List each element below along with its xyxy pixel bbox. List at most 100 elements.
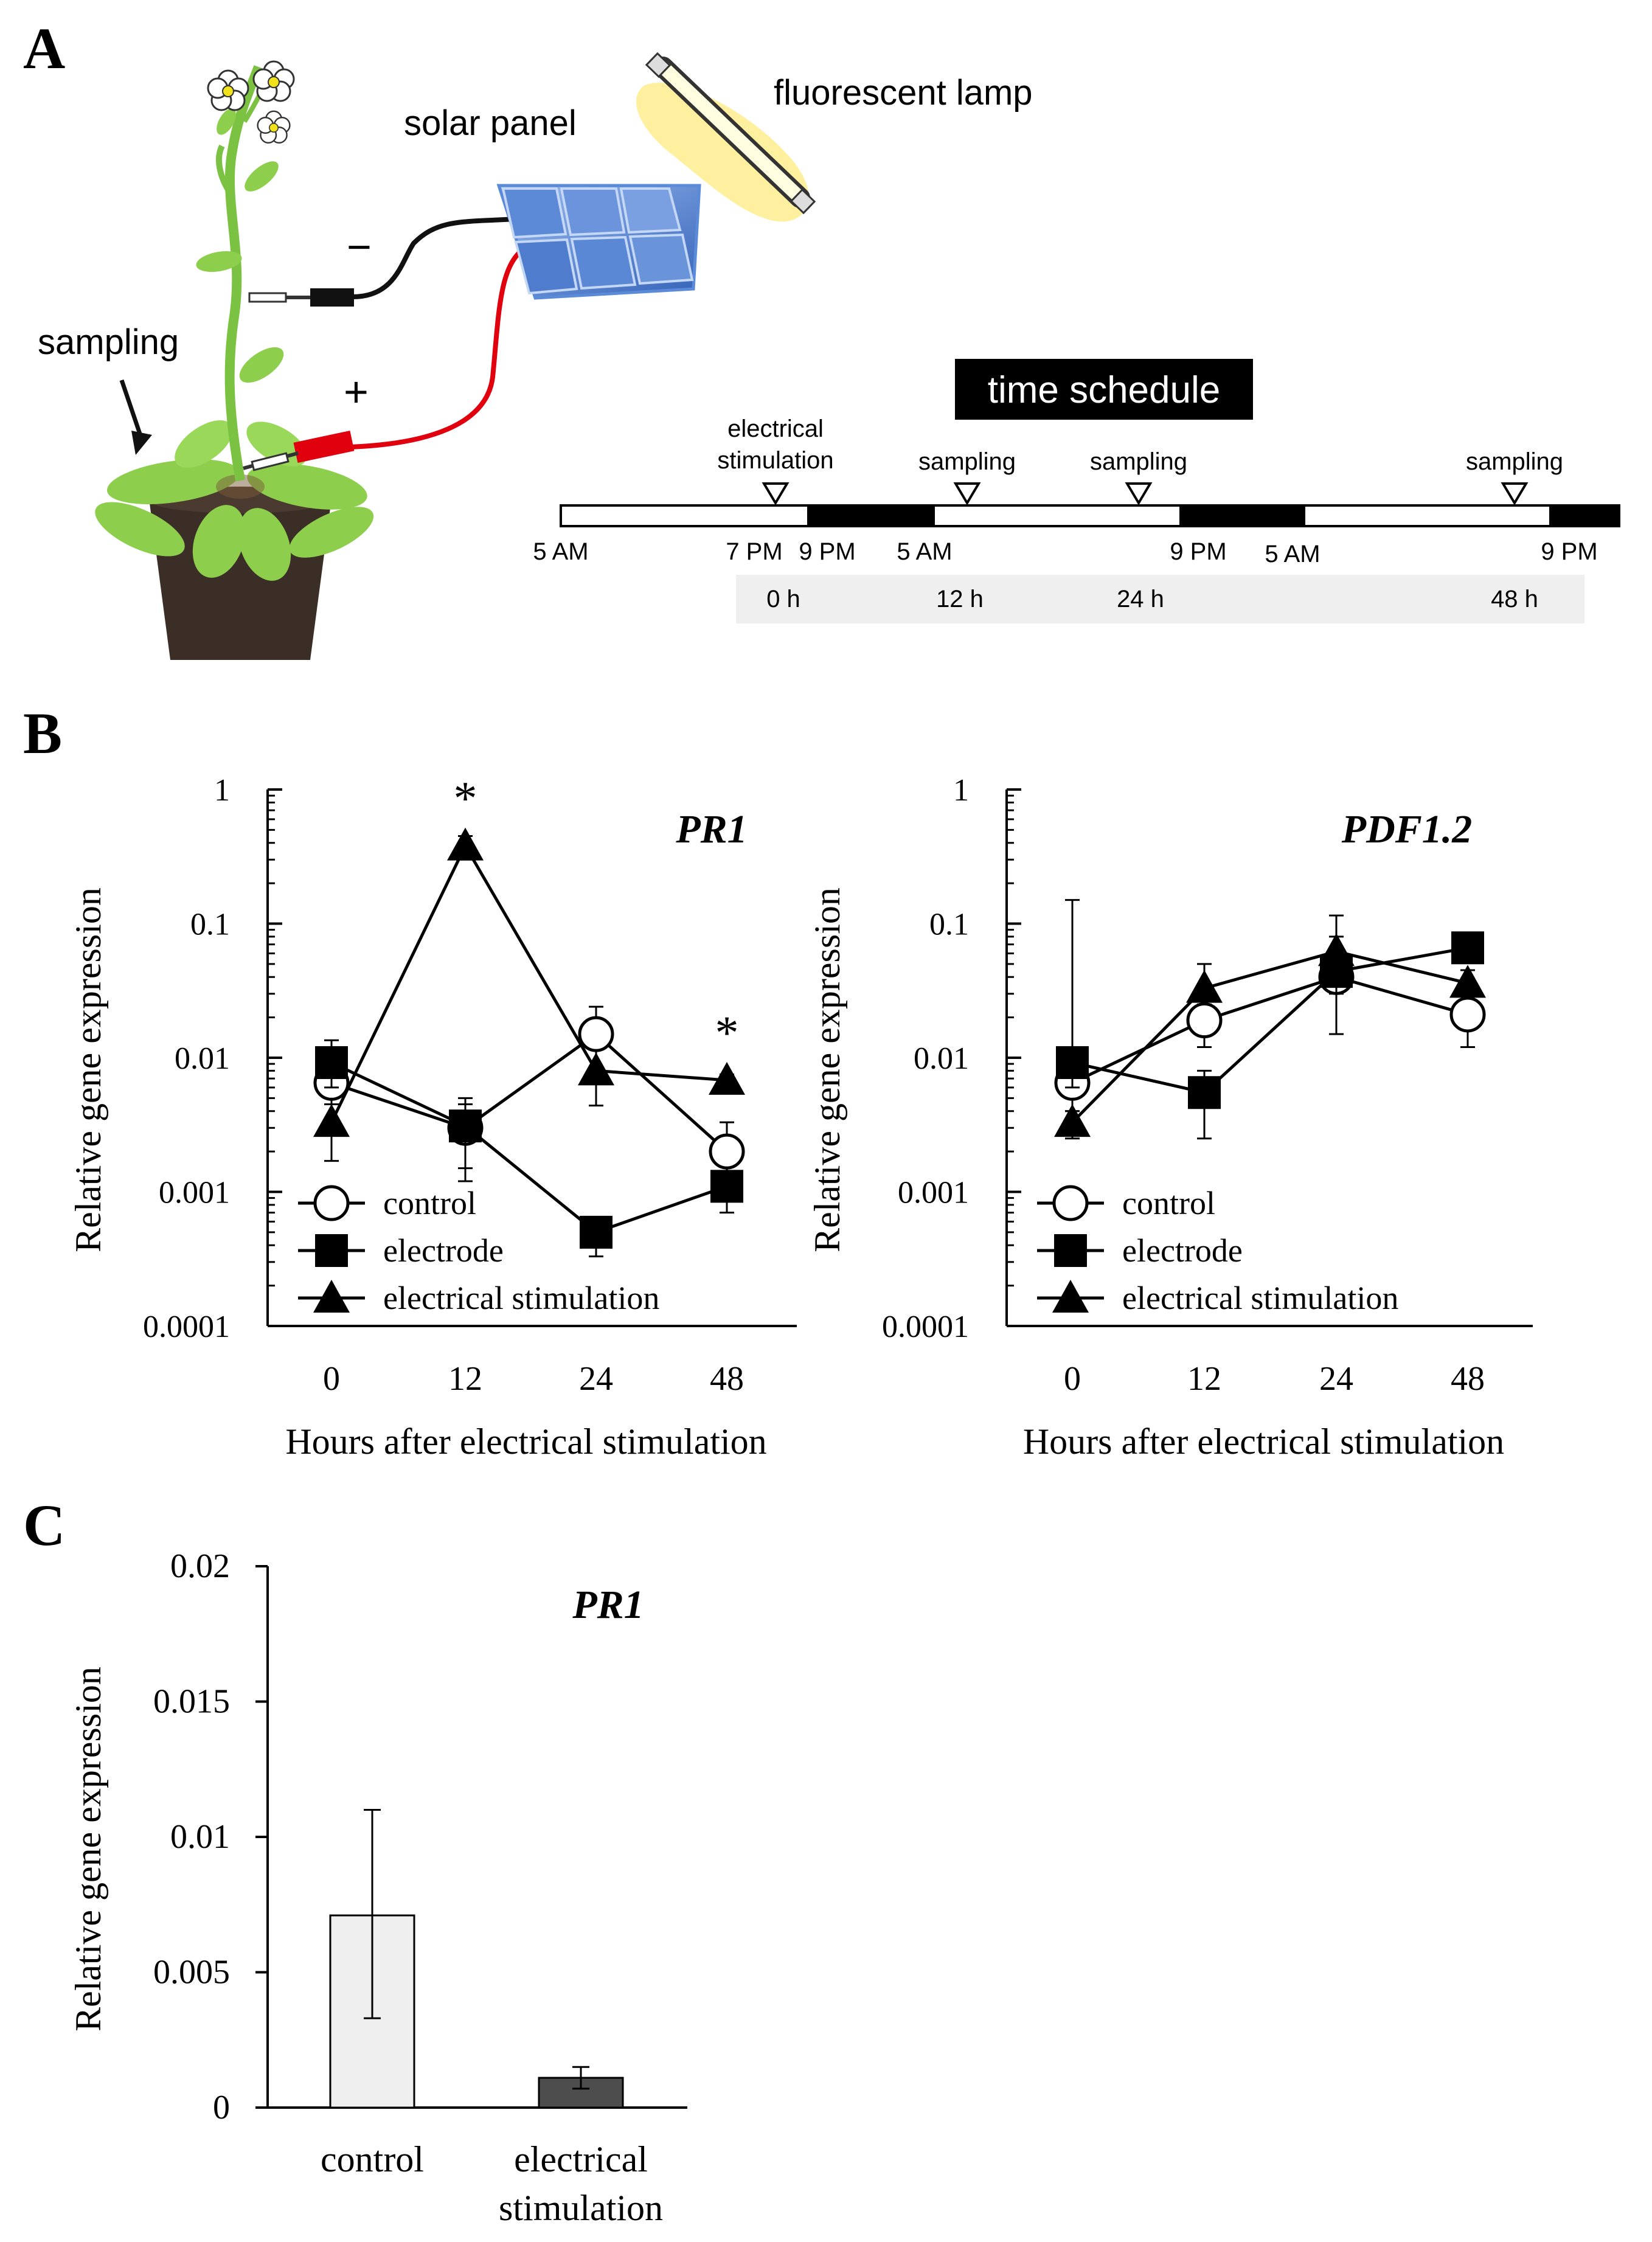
- y-tick-label: 1: [953, 773, 969, 808]
- solar-panel-label: solar panel: [404, 103, 577, 143]
- y-axis-label: Relative gene expression: [68, 1667, 108, 2032]
- hours-band: [736, 575, 1584, 623]
- minus-sign: −: [347, 223, 372, 271]
- time-label: 9 PM: [1170, 538, 1226, 565]
- marker-stimulation: [1052, 1280, 1089, 1313]
- chart-title: PR1: [675, 807, 747, 852]
- x-tick-label: 12: [1187, 1360, 1221, 1398]
- panel-label-c: C: [23, 1493, 65, 1558]
- dark-period: [1549, 505, 1619, 526]
- hour-label: 24 h: [1117, 586, 1164, 613]
- fluorescent-lamp-label: fluorescent lamp: [774, 73, 1033, 113]
- marker-electrode: [1056, 1046, 1089, 1079]
- positive-wire: [349, 247, 525, 449]
- y-tick-label: 0.015: [153, 1683, 230, 1721]
- rosette-leaf: [106, 459, 240, 504]
- chart-title: PDF1.2: [1341, 807, 1473, 852]
- event-marker: [1501, 482, 1529, 505]
- series-line: [1072, 946, 1468, 1094]
- series-electrode: [315, 1039, 743, 1258]
- marker-control: [709, 1133, 745, 1170]
- series-electrical-stimulation: [1054, 914, 1486, 1140]
- x-tick-label: 48: [710, 1360, 744, 1398]
- negative-electrode: [310, 288, 354, 307]
- rosette-leaf: [289, 507, 374, 558]
- hour-label: 0 h: [766, 586, 800, 613]
- flower: [257, 110, 291, 144]
- series-line: [331, 1032, 728, 1153]
- cauline-leaf: [245, 161, 279, 192]
- legend-label: electrode: [383, 1232, 504, 1269]
- marker-electrode: [1188, 1076, 1221, 1109]
- rosette-leaf: [95, 502, 185, 557]
- y-tick-label: 0.02: [170, 1547, 230, 1585]
- plus-sign: +: [344, 368, 369, 415]
- marker-stimulation: [1318, 933, 1355, 967]
- legend-label: electrode: [1122, 1232, 1243, 1269]
- chart-pr1-time-course: 1 0.1 0.01 0.001 0.0001 0 12 24 48 Hours after el…: [68, 772, 797, 1462]
- series-electrical-stimulation: [313, 827, 745, 1162]
- time-label: 9 PM: [1541, 538, 1597, 565]
- x-axis-label: Hours after electrical stimulation: [285, 1421, 766, 1462]
- dark-period: [807, 505, 935, 526]
- chart-title: PR1: [572, 1583, 644, 1627]
- event-label-sampling: sampling: [1466, 448, 1563, 475]
- series-control: [313, 1005, 745, 1199]
- legend-label: control: [383, 1185, 476, 1221]
- series-control: [1054, 935, 1486, 1112]
- marker-control: [1052, 1185, 1089, 1221]
- positive-electrode: [293, 430, 355, 463]
- chart-pr1-bar: 0.02 0.015 0.01 0.005 0 Relative gene express…: [68, 1547, 687, 2228]
- rosette-leaf: [175, 420, 233, 468]
- dark-period: [1179, 505, 1305, 526]
- marker-control: [1186, 1002, 1223, 1039]
- solar-panel: [496, 184, 701, 300]
- cauline-leaf: [239, 347, 284, 383]
- x-tick-label: 24: [579, 1360, 613, 1398]
- time-label: 9 PM: [799, 538, 855, 565]
- x-tick-label: 48: [1451, 1360, 1485, 1398]
- marker-electrode: [1054, 1234, 1087, 1267]
- hour-label: 48 h: [1491, 586, 1538, 613]
- legend-label: control: [1122, 1185, 1215, 1221]
- event-label-stimulation: electrical: [727, 415, 824, 442]
- x-tick-label: stimulation: [499, 2188, 663, 2228]
- marker-electrode: [1451, 931, 1484, 965]
- y-tick-label: 0.1: [929, 908, 969, 942]
- marker-control: [313, 1185, 350, 1221]
- marker-stimulation: [578, 1052, 614, 1086]
- time-label: 5 AM: [1265, 541, 1320, 567]
- y-tick-label: 0.0001: [143, 1310, 230, 1344]
- significance-asterisk: *: [715, 1006, 739, 1059]
- fluorescent-lamp: [636, 52, 816, 222]
- x-tick-label: electrical: [514, 2139, 648, 2179]
- series-line: [1071, 949, 1468, 1123]
- y-axis-label: Relative gene expression: [807, 887, 847, 1252]
- rosette-leaf: [238, 508, 291, 581]
- series-line: [330, 1061, 727, 1234]
- y-tick-label: 0: [213, 2089, 230, 2126]
- y-tick-label: 1: [214, 773, 230, 808]
- event-marker: [953, 482, 981, 505]
- event-label-stimulation: stimulation: [717, 447, 833, 474]
- legend: control electrode electrical stimulation: [1037, 1185, 1398, 1316]
- hour-label: 12 h: [936, 586, 984, 613]
- marker-electrode: [710, 1170, 743, 1203]
- y-tick-label: 0.0001: [882, 1310, 969, 1344]
- flower: [207, 69, 249, 111]
- sampling-label: sampling: [38, 322, 179, 362]
- marker-stimulation: [313, 1280, 350, 1313]
- y-tick-label: 0.005: [153, 1954, 230, 1991]
- x-tick-label: 12: [448, 1360, 482, 1398]
- marker-control: [1449, 996, 1486, 1033]
- marker-stimulation: [709, 1061, 745, 1095]
- event-marker: [1125, 482, 1153, 505]
- cauline-leaf: [196, 251, 242, 272]
- y-tick-label: 0.01: [175, 1041, 230, 1076]
- legend-label: electrical stimulation: [1122, 1280, 1398, 1316]
- y-tick-label: 0.001: [159, 1176, 230, 1210]
- time-label: 5 AM: [897, 538, 952, 565]
- marker-electrode: [315, 1046, 348, 1079]
- cauline-leaf: [217, 108, 236, 135]
